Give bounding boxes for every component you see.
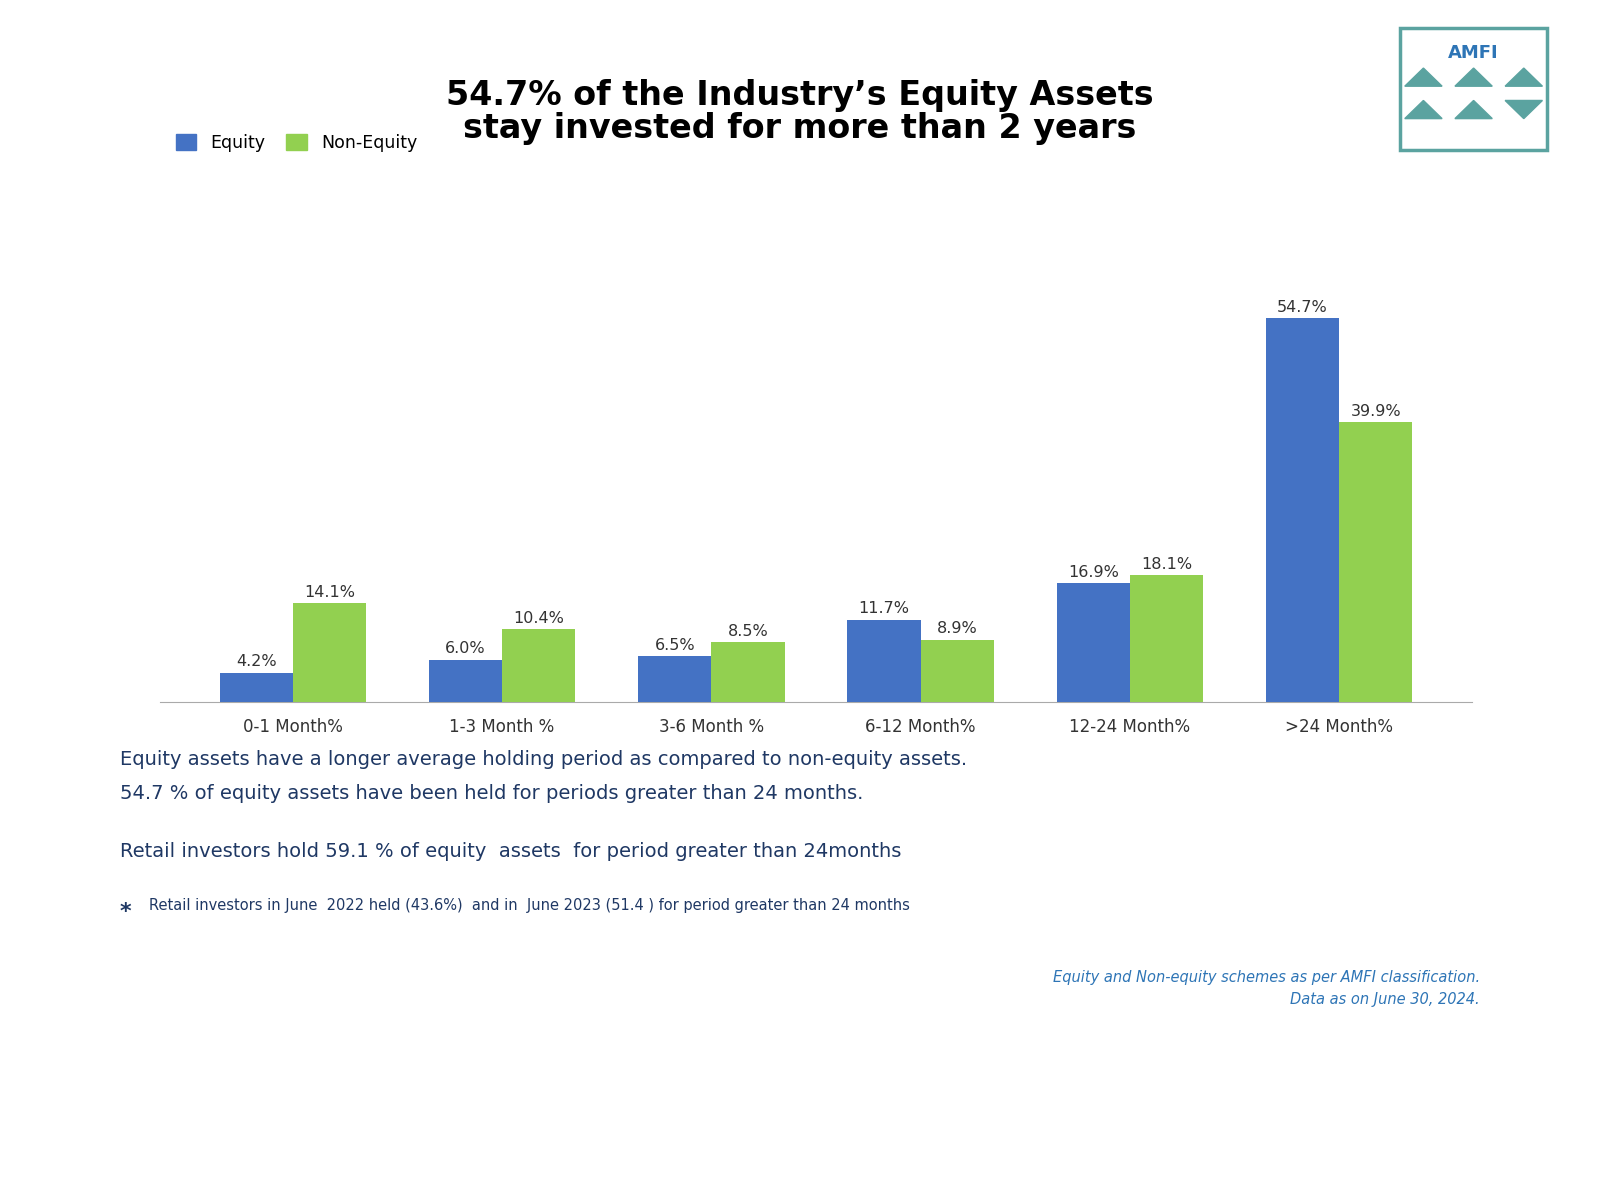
Bar bbox=[1339, 422, 1413, 702]
Bar bbox=[429, 660, 502, 702]
Polygon shape bbox=[1405, 101, 1442, 119]
Text: 39.9%: 39.9% bbox=[1350, 403, 1402, 419]
Bar bbox=[502, 629, 576, 702]
Text: 54.7% of the Industry’s Equity Assets: 54.7% of the Industry’s Equity Assets bbox=[446, 79, 1154, 113]
Text: 6.0%: 6.0% bbox=[445, 641, 486, 656]
Text: 8.9%: 8.9% bbox=[938, 622, 978, 636]
Text: 7: 7 bbox=[1526, 1147, 1539, 1166]
FancyBboxPatch shape bbox=[1400, 28, 1547, 150]
Bar bbox=[1266, 318, 1339, 702]
Text: Retail investors in June  2022 held (43.6%)  and in  June 2023 (51.4 ) for perio: Retail investors in June 2022 held (43.6… bbox=[149, 898, 910, 912]
Text: Retail investors hold 59.1 % of equity  assets  for period greater than 24months: Retail investors hold 59.1 % of equity a… bbox=[120, 842, 901, 862]
Text: 14.1%: 14.1% bbox=[304, 584, 355, 600]
Bar bbox=[712, 642, 784, 702]
Bar bbox=[1056, 583, 1130, 702]
Polygon shape bbox=[1506, 101, 1542, 119]
Bar bbox=[920, 640, 994, 702]
Text: 16.9%: 16.9% bbox=[1067, 565, 1118, 580]
Text: 54.7 % of equity assets have been held for periods greater than 24 months.: 54.7 % of equity assets have been held f… bbox=[120, 784, 864, 803]
Text: Equity and Non-equity schemes as per AMFI classification.
Data as on June 30, 20: Equity and Non-equity schemes as per AMF… bbox=[1053, 970, 1480, 1007]
Text: stay invested for more than 2 years: stay invested for more than 2 years bbox=[464, 112, 1136, 145]
Legend: Equity, Non-Equity: Equity, Non-Equity bbox=[168, 127, 424, 158]
Text: 8.5%: 8.5% bbox=[728, 624, 768, 638]
Text: Equity assets have a longer average holding period as compared to non-equity ass: Equity assets have a longer average hold… bbox=[120, 750, 966, 769]
Polygon shape bbox=[1405, 68, 1442, 86]
Bar bbox=[1130, 575, 1203, 702]
Text: 18.1%: 18.1% bbox=[1141, 557, 1192, 571]
Polygon shape bbox=[1454, 68, 1493, 86]
Text: *: * bbox=[120, 902, 131, 923]
Text: 4.2%: 4.2% bbox=[235, 654, 277, 670]
Text: 11.7%: 11.7% bbox=[859, 601, 909, 617]
Text: AMFI: AMFI bbox=[1448, 43, 1499, 61]
Polygon shape bbox=[1506, 68, 1542, 86]
Polygon shape bbox=[1454, 101, 1493, 119]
Bar bbox=[848, 620, 920, 702]
Bar bbox=[293, 604, 366, 702]
Bar bbox=[219, 672, 293, 702]
Text: 10.4%: 10.4% bbox=[514, 611, 565, 625]
Text: 6.5%: 6.5% bbox=[654, 638, 694, 653]
Text: 54.7%: 54.7% bbox=[1277, 300, 1328, 314]
Text: Folio and Ticket Size June  2024: Folio and Ticket Size June 2024 bbox=[61, 1147, 397, 1166]
Bar bbox=[638, 656, 712, 702]
